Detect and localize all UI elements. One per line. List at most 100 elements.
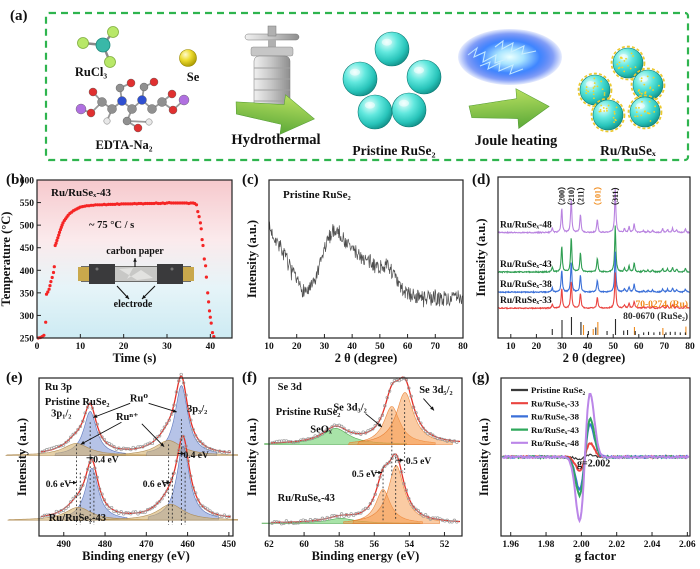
xps-component-orange [357,392,453,445]
x-tick-label: 2.06 [679,540,696,550]
edta-molecule-icon [75,77,190,133]
epr-trace-Ru/RuSeₓ-48 [502,392,690,524]
shift-value-label: 0.4 eV [183,451,208,461]
x-tick-label: 2.02 [608,540,625,550]
series-label: Ru/RuSeₓ-43 [500,260,552,270]
plot-frame [38,377,234,537]
shift-value-label: 0.6 eV [46,480,71,490]
xrd-patterns-canvas: Ru/RuSeₓ-48 Ru/RuSeₓ-43 Ru/RuSeₓ-38 Ru/RuSe… [474,176,695,365]
annotation-label: Ru/RuSeₓ-43 [49,513,106,524]
xrd-trace-Ru/RuSeₓ-38 [498,251,690,294]
sample-label: Ru/RuSeₓ-43 [51,187,111,199]
y-tick-label: 400 [20,267,35,277]
panel-c-xrd-amorphous-chart: 10 20 30 40 50 60 70 80 2 θ (degree) Intensity (a… [239,170,468,368]
x-tick-label: 460 [180,540,195,550]
x-axis-label: Time (s) [113,351,157,365]
xps-raw-data-points [270,453,459,526]
y-axis-label: Temperature (°C) [1,212,13,307]
xps-component-tan [99,503,238,521]
pristine-ruse2-spheres-icon [342,31,442,130]
x-tick-label: 30 [162,342,172,352]
se-sphere-icon [179,49,197,67]
plasma-glow-icon [458,29,562,85]
x-tick-label: 70 [660,342,670,352]
x-tick-label: 490 [57,540,72,550]
x-tick-label: 450 [222,540,237,550]
panel-e-xps-ru3p-chart: 0.4 eV 0.4 eV 0.6 eV 0.6 eV Ru 3p Pristine Ru… [1,368,238,569]
carbon-paper-label: carbon paper [106,246,164,257]
series-label: Ru/RuSeₓ-48 [500,221,552,231]
y-axis-label: Intensity (a.u.) [477,418,491,496]
y-tick-label: 300 [20,312,35,322]
y-tick-label: 600 [20,177,35,187]
panel-a-label: (a) [10,8,28,24]
reference-card-label: 80-0670 (RuSe₂) [623,311,688,322]
peak-hkl-label: （101） [592,182,602,210]
x-tick-label: 480 [98,540,113,550]
inset-photo [78,264,194,284]
y-tick-label: 500 [20,222,35,232]
xrd-amorphous-canvas: 10 20 30 40 50 60 70 80 2 θ (degree) Intensity (a… [245,179,468,365]
hydrothermal-arrow-icon [235,94,315,135]
xrd-trace-Ru/RuSeₓ-48 [498,188,690,235]
xrd-trace-Ru/RuSeₓ-43 [498,225,690,274]
plot-frame [497,176,691,339]
x-tick-label: 50 [608,342,618,352]
y-axis-label: Intensity (a.u.) [245,220,259,298]
panel-d-label: (d) [472,172,491,188]
x-tick-label: 52 [440,540,450,550]
annotation-label: Se 3d₅/₂ [419,385,452,396]
x-tick-label: 54 [405,540,415,550]
xps-component-orange [352,465,440,524]
xrd-amorphous-trace [268,221,463,308]
temperature-chart-canvas: carbon paper electrode 0 10 20 30 40 250 300 350 4… [1,177,233,365]
x-axis-label: g factor [575,549,617,563]
shift-value-label: 0.6 eV [143,480,168,490]
ru-rusex-label: Ru/RuSeₓ [600,143,656,158]
x-axis-label: Binding energy (eV) [82,549,190,563]
electrode-label: electrode [114,299,153,310]
x-tick-label: 10 [506,342,516,352]
xps-envelope-fit [271,453,460,524]
x-tick-label: 40 [206,342,216,352]
joule-heating-label: Joule heating [475,133,558,149]
x-tick-label: 10 [76,342,86,352]
panel-e-label: (e) [6,370,23,386]
x-tick-label: 70 [431,342,441,352]
x-tick-label: 80 [458,342,468,352]
temperature-data-points [36,201,216,340]
annotation-label: Ru⁰ [130,394,148,405]
panel-b-label: (b) [6,172,25,188]
xps-component-tan [97,440,238,456]
plot-frame [268,179,464,339]
se-label: Se [187,70,200,84]
y-axis-label: Intensity (a.u.) [245,418,259,496]
hydrothermal-label: Hydrothermal [231,132,320,148]
synthesis-schematic-canvas: RuCl₃ Se EDTA-Na₂ Hydrothermal Joule heating… [44,11,690,162]
panel-f-label: (f) [242,370,257,386]
panel-b-temperature-chart: carbon paper electrode 0 10 20 30 40 250 300 350 4… [1,170,238,368]
x-axis-label: 2 θ (degree) [563,351,626,365]
y-axis-label: Intensity (a.u.) [474,218,488,296]
xps-se3d-canvas: 0.5 eV 0.5 eV Se 3d Pristine RuSe₂ SeOₓ Se 3d… [245,376,463,563]
x-tick-label: 0 [35,342,40,352]
legend-entry-label: Pristine RuSe₂ [531,385,586,395]
series-label: Ru/RuSeₓ-38 [500,280,552,290]
annotation-label: Se 3d₃/₂ [333,402,366,413]
peak-hkl-label: （211） [575,182,585,210]
plot-frame [500,377,691,537]
sample-label: Pristine RuSe₂ [283,189,351,201]
annotation-label: SeOₓ [310,425,333,436]
schematic-border [44,11,690,162]
peak-hkl-label: （210） [566,182,576,210]
x-tick-label: 20 [119,342,129,352]
shift-value-label: 0.5 eV [352,470,377,480]
xps-ru3p-canvas: 0.4 eV 0.4 eV 0.6 eV 0.6 eV Ru 3p Pristine Ru… [5,372,238,563]
x-tick-label: 62 [264,540,274,550]
rucl3-molecule-icon [77,26,119,68]
ru-rusex-spheres-icon [577,45,666,133]
panel-g-label: (g) [472,370,490,386]
panel-c-label: (c) [242,172,259,188]
annotation-label: Se 3d [278,382,302,393]
